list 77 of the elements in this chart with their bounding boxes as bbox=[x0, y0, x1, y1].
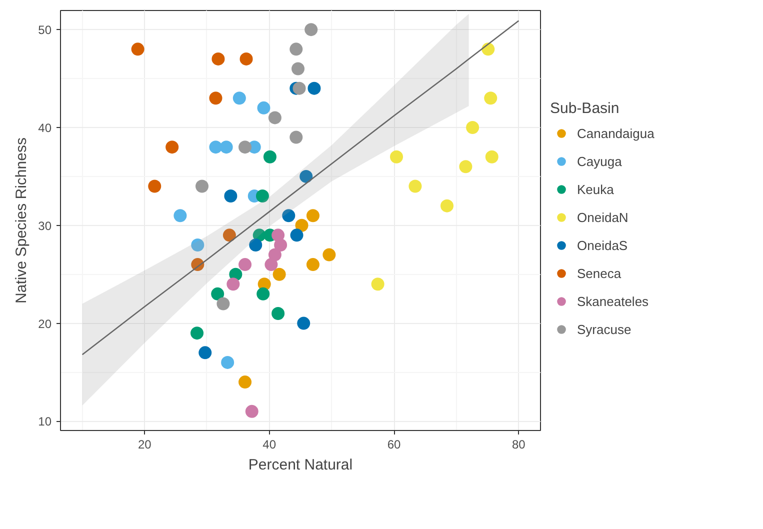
point bbox=[209, 92, 222, 105]
point bbox=[322, 248, 336, 262]
point bbox=[256, 287, 270, 300]
point bbox=[371, 278, 384, 291]
point bbox=[220, 140, 233, 154]
point bbox=[440, 199, 454, 212]
point bbox=[306, 258, 320, 272]
legend-label: Cayuga bbox=[577, 154, 622, 168]
point bbox=[466, 121, 480, 134]
point bbox=[211, 287, 224, 300]
point bbox=[264, 258, 278, 272]
point bbox=[245, 404, 258, 418]
point bbox=[408, 180, 422, 193]
y-axis-title: Native Species Richness bbox=[13, 138, 30, 304]
point bbox=[174, 209, 187, 222]
point bbox=[256, 190, 269, 203]
point bbox=[166, 140, 179, 154]
point bbox=[238, 140, 252, 154]
legend-title: Sub-Basin bbox=[550, 100, 620, 117]
point bbox=[290, 42, 303, 56]
legend-label: Seneca bbox=[577, 266, 622, 280]
point bbox=[292, 62, 305, 76]
point bbox=[226, 278, 240, 291]
point bbox=[238, 258, 252, 272]
point bbox=[272, 268, 286, 281]
x-axis-title: Percent Natural bbox=[248, 456, 353, 474]
point bbox=[198, 346, 212, 360]
point bbox=[216, 297, 230, 310]
x-tick-label: 40 bbox=[262, 438, 276, 452]
point bbox=[295, 218, 308, 232]
legend-label: OneidaN bbox=[577, 210, 628, 224]
legend-label: Syracuse bbox=[577, 322, 632, 336]
legend-label: Skaneateles bbox=[577, 294, 649, 308]
y-tick-label: 50 bbox=[38, 23, 52, 38]
point bbox=[306, 209, 320, 222]
legend-label: Canandaigua bbox=[577, 126, 654, 140]
point bbox=[272, 307, 285, 320]
point bbox=[238, 376, 252, 389]
point bbox=[263, 150, 276, 164]
point bbox=[297, 316, 310, 330]
point bbox=[191, 238, 204, 252]
y-tick-label: 20 bbox=[38, 316, 52, 331]
point bbox=[224, 190, 238, 203]
y-tick-label: 30 bbox=[38, 218, 52, 233]
x-tick-label: 80 bbox=[512, 438, 526, 452]
point bbox=[190, 326, 204, 340]
y-tick-label: 40 bbox=[38, 120, 52, 135]
point bbox=[459, 160, 472, 174]
x-tick-label: 60 bbox=[387, 438, 402, 452]
point bbox=[196, 180, 209, 193]
point bbox=[290, 228, 304, 242]
legend-label: Keuka bbox=[577, 182, 614, 196]
point bbox=[282, 209, 296, 222]
point bbox=[304, 23, 318, 36]
point bbox=[240, 52, 253, 66]
point bbox=[390, 150, 403, 164]
legend-label: OneidaS bbox=[577, 238, 628, 252]
y-tick-label: 10 bbox=[38, 414, 52, 429]
point bbox=[292, 82, 306, 95]
point bbox=[484, 92, 498, 105]
line-series bbox=[82, 20, 520, 356]
point bbox=[221, 356, 234, 369]
x-tick-label: 20 bbox=[138, 438, 152, 452]
point bbox=[148, 180, 162, 193]
point bbox=[300, 170, 313, 183]
point bbox=[249, 238, 262, 252]
point bbox=[257, 101, 270, 114]
point bbox=[485, 150, 498, 164]
point bbox=[268, 111, 282, 124]
point bbox=[308, 82, 321, 95]
point bbox=[232, 92, 246, 105]
point bbox=[274, 238, 288, 252]
point bbox=[290, 130, 303, 144]
point bbox=[131, 42, 144, 56]
point bbox=[222, 228, 236, 242]
point bbox=[212, 52, 225, 66]
point bbox=[209, 140, 222, 154]
